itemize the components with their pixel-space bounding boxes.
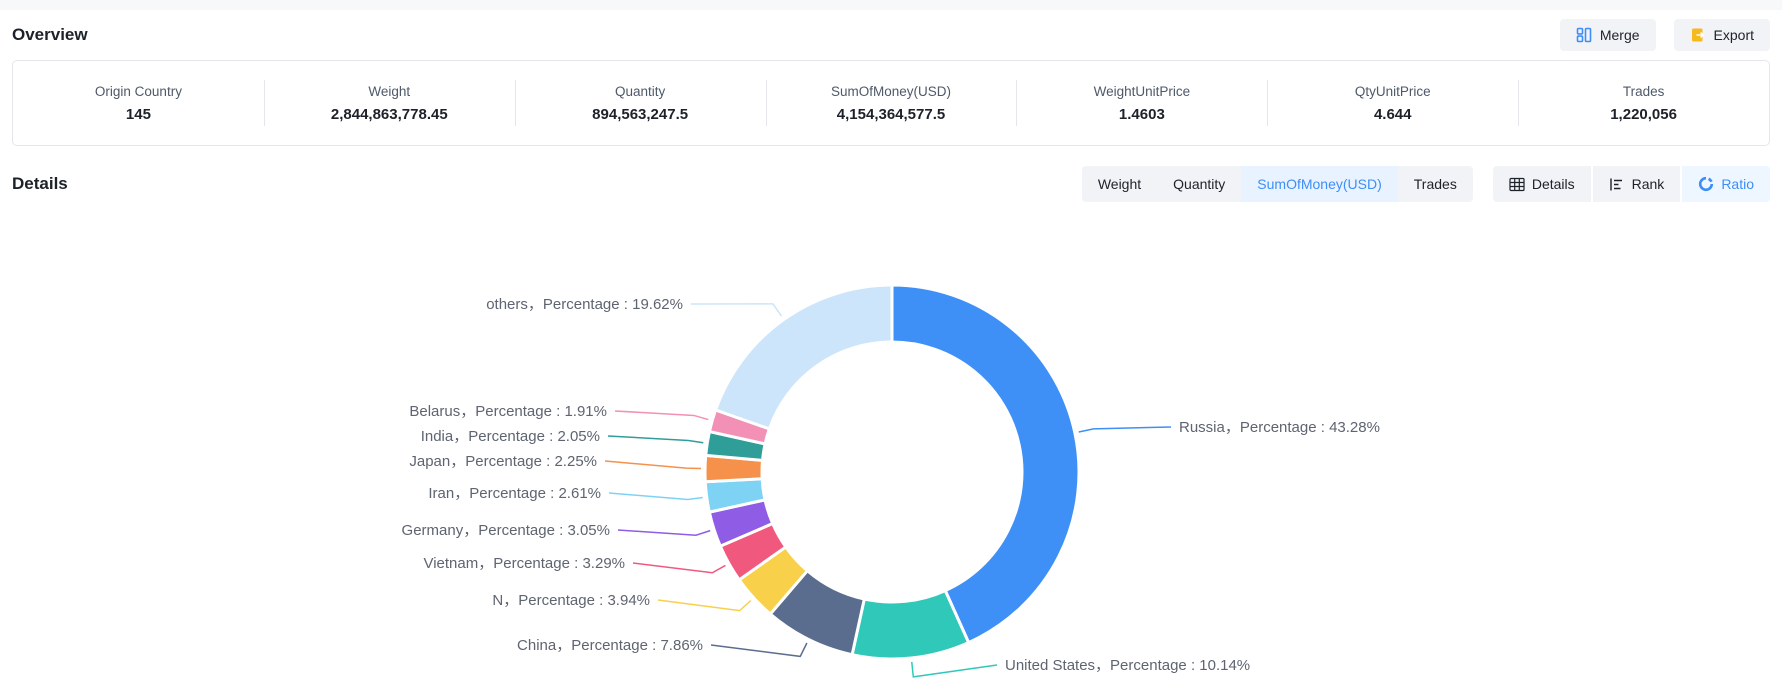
tab-label: Trades bbox=[1413, 176, 1457, 192]
label-line-iran bbox=[608, 492, 703, 501]
view-tab-ratio[interactable]: Ratio bbox=[1680, 166, 1770, 202]
stat-value: 2,844,863,778.45 bbox=[330, 105, 448, 123]
tab-label: Details bbox=[1531, 176, 1575, 192]
stat-qtyunitprice: QtyUnitPrice 4.644 bbox=[1267, 84, 1518, 123]
header-buttons: Merge Export bbox=[1559, 19, 1770, 51]
metric-tab-group: Weight Quantity SumOfMoney(USD) Trades bbox=[1081, 166, 1473, 202]
tab-label: SumOfMoney(USD) bbox=[1257, 176, 1382, 192]
label-line-china bbox=[710, 642, 808, 658]
export-button-label: Export bbox=[1713, 27, 1754, 43]
chart-label-belarus: Belarus，Percentage : 1.91% bbox=[409, 403, 607, 420]
stat-trades: Trades 1,220,056 bbox=[1518, 84, 1769, 123]
donut-icon bbox=[1698, 176, 1714, 192]
details-header: Details Weight Quantity SumOfMoney(USD) Tra… bbox=[12, 166, 1770, 202]
ratio-donut-chart: Russia，Percentage : 43.28% United States，… bbox=[0, 202, 1782, 683]
merge-button[interactable]: Merge bbox=[1559, 19, 1656, 51]
label-line-vietnam bbox=[632, 562, 726, 574]
stat-value: 1,220,056 bbox=[1610, 105, 1677, 123]
label-line-india bbox=[607, 435, 704, 444]
overview-stats-card: Origin Country 145 Weight 2,844,863,778.45 Q… bbox=[12, 60, 1770, 146]
tab-label: Quantity bbox=[1173, 176, 1226, 192]
view-tab-details[interactable]: Details bbox=[1493, 166, 1591, 202]
tab-weight[interactable]: Weight bbox=[1082, 166, 1157, 202]
stat-label: QtyUnitPrice bbox=[1354, 83, 1431, 99]
label-line-germany bbox=[617, 529, 711, 536]
stat-value: 4.644 bbox=[1373, 105, 1412, 123]
tab-label: Ratio bbox=[1721, 176, 1754, 192]
view-tab-group: Details Rank Ratio bbox=[1492, 166, 1770, 202]
stat-label: Origin Country bbox=[94, 83, 182, 99]
page-title: Overview bbox=[12, 25, 88, 44]
tab-label: Rank bbox=[1631, 176, 1665, 192]
merge-icon bbox=[1576, 27, 1592, 43]
label-line-japan bbox=[604, 460, 702, 470]
label-line-united-states bbox=[911, 661, 998, 678]
slice-united-states[interactable] bbox=[850, 589, 971, 661]
slice-others[interactable] bbox=[714, 283, 894, 431]
chart-label-india: India，Percentage : 2.05% bbox=[421, 428, 600, 445]
stat-label: SumOfMoney(USD) bbox=[830, 83, 952, 99]
stat-label: Quantity bbox=[615, 83, 666, 99]
chart-label-n: N，Percentage : 3.94% bbox=[492, 592, 650, 609]
chart-label-others: others，Percentage : 19.62% bbox=[486, 296, 683, 313]
tab-quantity[interactable]: Quantity bbox=[1157, 166, 1241, 202]
slice-russia[interactable] bbox=[890, 283, 1081, 645]
export-button[interactable]: Export bbox=[1673, 19, 1770, 51]
stat-sumofmoney-usd: SumOfMoney(USD) 4,154,364,577.5 bbox=[766, 84, 1017, 123]
stat-label: Weight bbox=[368, 83, 411, 99]
stat-origin-country: Origin Country 145 bbox=[13, 84, 264, 123]
details-title: Details bbox=[12, 174, 68, 193]
top-strip bbox=[0, 0, 1782, 10]
label-line-russia bbox=[1078, 426, 1172, 433]
chart-label-china: China，Percentage : 7.86% bbox=[517, 637, 703, 654]
tab-groups: Weight Quantity SumOfMoney(USD) Trades Deta… bbox=[1081, 166, 1770, 202]
chart-label-iran: Iran，Percentage : 2.61% bbox=[428, 485, 601, 502]
tab-trades[interactable]: Trades bbox=[1398, 166, 1473, 202]
label-line-belarus bbox=[614, 410, 709, 421]
donut-chart-canvas: Russia，Percentage : 43.28% United States，… bbox=[402, 283, 1380, 678]
stat-value: 1.4603 bbox=[1118, 105, 1165, 123]
stat-value: 145 bbox=[125, 105, 151, 123]
chart-label-vietnam: Vietnam，Percentage : 3.29% bbox=[423, 555, 625, 572]
stat-quantity: Quantity 894,563,247.5 bbox=[515, 84, 766, 123]
stat-value: 4,154,364,577.5 bbox=[836, 105, 946, 123]
stat-weightunitprice: WeightUnitPrice 1.4603 bbox=[1016, 84, 1267, 123]
view-tab-rank[interactable]: Rank bbox=[1590, 166, 1681, 202]
chart-label-japan: Japan，Percentage : 2.25% bbox=[409, 453, 597, 470]
stat-value: 894,563,247.5 bbox=[592, 105, 689, 123]
overview-header: Overview Merge Export bbox=[0, 10, 1782, 60]
table-icon bbox=[1509, 177, 1525, 192]
rank-icon bbox=[1609, 177, 1625, 192]
stat-weight: Weight 2,844,863,778.45 bbox=[264, 84, 515, 123]
stat-label: WeightUnitPrice bbox=[1093, 83, 1191, 99]
stat-label: Trades bbox=[1622, 83, 1665, 99]
chart-label-germany: Germany，Percentage : 3.05% bbox=[402, 522, 610, 539]
merge-button-label: Merge bbox=[1599, 27, 1640, 43]
chart-label-united-states: United States，Percentage : 10.14% bbox=[1005, 657, 1250, 674]
label-line-n bbox=[657, 599, 752, 612]
tab-label: Weight bbox=[1097, 176, 1142, 192]
label-line-others bbox=[690, 303, 783, 317]
chart-label-russia: Russia，Percentage : 43.28% bbox=[1179, 419, 1380, 436]
tab-sumofmoney-usd[interactable]: SumOfMoney(USD) bbox=[1241, 166, 1398, 202]
export-icon bbox=[1690, 27, 1706, 43]
